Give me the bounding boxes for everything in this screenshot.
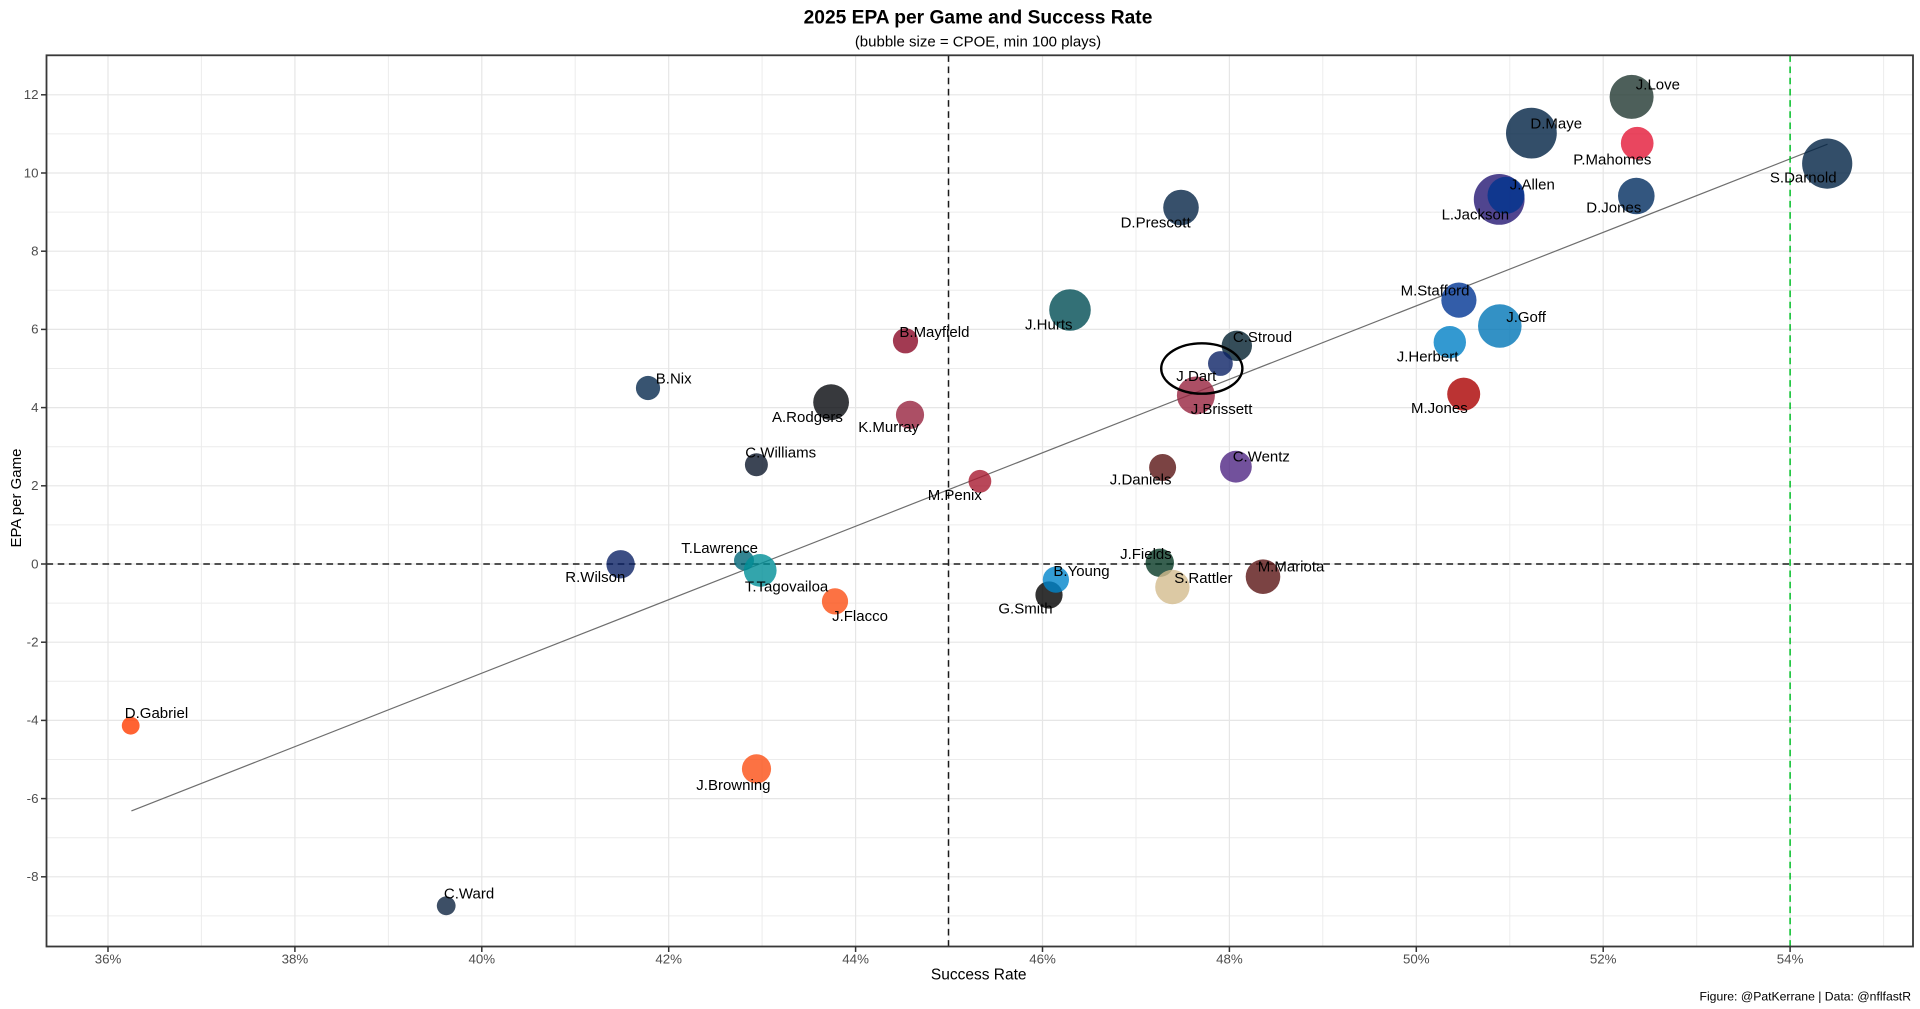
svg-text:42%: 42% bbox=[655, 952, 682, 967]
svg-text:R.Wilson: R.Wilson bbox=[565, 569, 625, 586]
svg-text:38%: 38% bbox=[282, 952, 309, 967]
svg-text:S.Darnold: S.Darnold bbox=[1770, 170, 1837, 187]
svg-text:B.Mayfield: B.Mayfield bbox=[899, 324, 969, 341]
svg-text:Figure: @PatKerrane | Data: @n: Figure: @PatKerrane | Data: @nflfastR bbox=[1700, 990, 1912, 1004]
svg-text:J.Fields: J.Fields bbox=[1120, 546, 1172, 563]
svg-text:D.Maye: D.Maye bbox=[1530, 115, 1582, 132]
svg-text:10: 10 bbox=[24, 165, 39, 180]
svg-text:4: 4 bbox=[31, 400, 38, 415]
svg-text:T.Tagovailoa: T.Tagovailoa bbox=[745, 579, 829, 596]
svg-text:C.Stroud: C.Stroud bbox=[1233, 329, 1292, 346]
svg-text:J.Browning: J.Browning bbox=[696, 777, 770, 794]
svg-text:L.Jackson: L.Jackson bbox=[1442, 207, 1510, 224]
svg-text:36%: 36% bbox=[95, 952, 122, 967]
svg-text:D.Prescott: D.Prescott bbox=[1121, 215, 1192, 232]
svg-text:50%: 50% bbox=[1403, 952, 1430, 967]
svg-text:M.Penix: M.Penix bbox=[928, 487, 983, 504]
svg-text:2: 2 bbox=[31, 478, 38, 493]
svg-text:(bubble size = CPOE, min 100 p: (bubble size = CPOE, min 100 plays) bbox=[855, 34, 1101, 51]
svg-text:46%: 46% bbox=[1029, 952, 1056, 967]
svg-text:2025 EPA per Game and Success: 2025 EPA per Game and Success Rate bbox=[804, 8, 1153, 29]
svg-text:K.Murray: K.Murray bbox=[858, 419, 919, 436]
svg-text:J.Brissett: J.Brissett bbox=[1191, 401, 1254, 418]
svg-text:J.Flacco: J.Flacco bbox=[832, 608, 888, 625]
svg-text:M.Stafford: M.Stafford bbox=[1401, 283, 1470, 300]
svg-text:52%: 52% bbox=[1590, 952, 1617, 967]
svg-text:B.Nix: B.Nix bbox=[656, 370, 692, 387]
svg-text:C.Williams: C.Williams bbox=[745, 444, 816, 461]
svg-text:12: 12 bbox=[24, 87, 39, 102]
svg-text:54%: 54% bbox=[1777, 952, 1804, 967]
svg-text:T.Lawrence: T.Lawrence bbox=[681, 540, 758, 557]
svg-text:M.Jones: M.Jones bbox=[1411, 400, 1468, 417]
svg-text:D.Jones: D.Jones bbox=[1586, 200, 1641, 217]
svg-text:B.Young: B.Young bbox=[1053, 563, 1109, 580]
svg-text:S.Rattler: S.Rattler bbox=[1174, 570, 1232, 587]
svg-text:J.Daniels: J.Daniels bbox=[1110, 472, 1172, 489]
svg-text:6: 6 bbox=[31, 322, 38, 337]
svg-text:-2: -2 bbox=[27, 635, 39, 650]
svg-text:Success Rate: Success Rate bbox=[931, 967, 1027, 984]
svg-text:0: 0 bbox=[31, 556, 38, 571]
svg-text:J.Dart: J.Dart bbox=[1176, 368, 1217, 385]
svg-text:40%: 40% bbox=[468, 952, 495, 967]
svg-text:P.Mahomes: P.Mahomes bbox=[1573, 152, 1651, 169]
svg-text:J.Allen: J.Allen bbox=[1510, 177, 1555, 194]
svg-text:J.Hurts: J.Hurts bbox=[1025, 317, 1073, 334]
svg-text:-8: -8 bbox=[27, 869, 39, 884]
svg-text:8: 8 bbox=[31, 244, 38, 259]
svg-text:C.Wentz: C.Wentz bbox=[1233, 449, 1290, 466]
svg-text:J.Goff: J.Goff bbox=[1506, 309, 1547, 326]
svg-text:J.Herbert: J.Herbert bbox=[1397, 349, 1460, 366]
svg-text:48%: 48% bbox=[1216, 952, 1243, 967]
svg-text:-6: -6 bbox=[27, 791, 39, 806]
svg-text:A.Rodgers: A.Rodgers bbox=[772, 409, 843, 426]
svg-text:EPA per Game: EPA per Game bbox=[8, 449, 25, 548]
svg-text:-4: -4 bbox=[27, 713, 39, 728]
svg-text:J.Love: J.Love bbox=[1636, 77, 1680, 94]
svg-text:D.Gabriel: D.Gabriel bbox=[125, 705, 188, 722]
svg-text:G.Smith: G.Smith bbox=[998, 600, 1052, 617]
svg-text:C.Ward: C.Ward bbox=[444, 886, 494, 903]
svg-text:M.Mariota: M.Mariota bbox=[1258, 559, 1325, 576]
svg-text:44%: 44% bbox=[842, 952, 869, 967]
